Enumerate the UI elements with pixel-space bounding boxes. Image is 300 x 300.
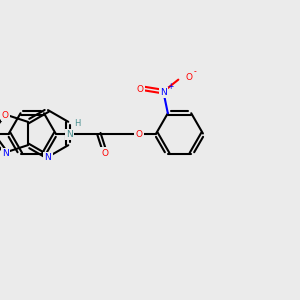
Text: N: N: [160, 88, 167, 97]
Text: O: O: [2, 111, 9, 120]
Text: O: O: [136, 130, 142, 139]
Text: N: N: [66, 130, 73, 139]
Text: O: O: [101, 148, 108, 158]
Text: H: H: [74, 119, 80, 128]
Text: +: +: [168, 82, 174, 91]
Text: O: O: [186, 73, 193, 82]
Text: N: N: [2, 149, 9, 158]
Text: N: N: [45, 153, 51, 162]
Text: O: O: [137, 85, 144, 94]
Text: -: -: [194, 67, 196, 76]
